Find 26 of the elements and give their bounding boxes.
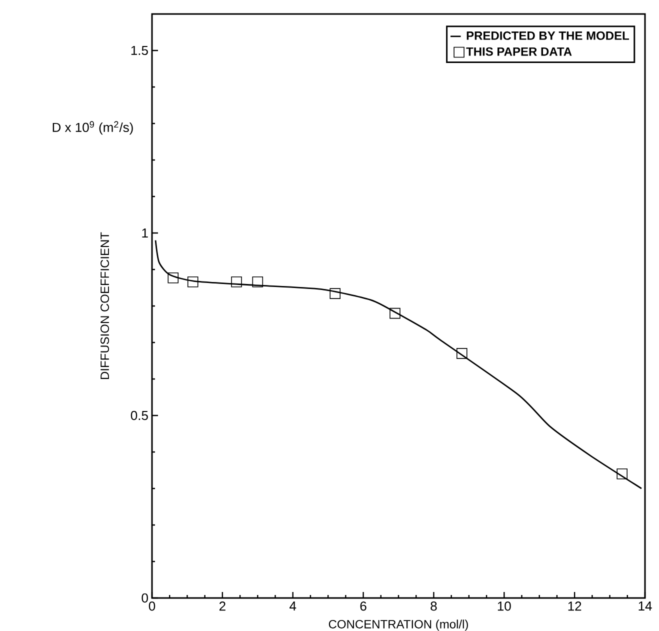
y-tick-label: 1	[142, 228, 148, 238]
x-tick-label: 0	[148, 602, 156, 611]
x-tick-label: 4	[290, 602, 296, 610]
point	[330, 288, 341, 299]
point	[168, 272, 179, 284]
point	[252, 276, 264, 288]
point	[616, 468, 628, 480]
x-axis-title: CONCENTRATION (mol/l)	[328, 620, 468, 631]
line-series	[154, 240, 642, 490]
y-tick-label: 0.5	[130, 410, 148, 420]
x-tick-label: 10	[498, 602, 511, 611]
point	[390, 308, 400, 319]
x-tick-label: 8	[430, 602, 437, 611]
point	[187, 276, 198, 288]
x-tick-label: 2	[219, 602, 226, 611]
point	[456, 348, 468, 359]
y-tick-label: 1.5	[131, 46, 148, 56]
y-tick-label: 0	[142, 593, 148, 603]
x-tick-label: 12	[568, 602, 582, 611]
point	[231, 276, 242, 288]
x-tick-label: 14	[638, 602, 652, 610]
text: D x 10$^{9}$ (m$^{2}$/s)	[52, 121, 133, 135]
y-axis-title: DIFFUSION COEFFICIENT	[100, 232, 110, 380]
x-tick-label: 6	[360, 602, 366, 611]
legend-label: PREDICTED BY THE MODEL	[466, 31, 630, 40]
legend-label: THIS PAPER DATA	[466, 47, 572, 56]
